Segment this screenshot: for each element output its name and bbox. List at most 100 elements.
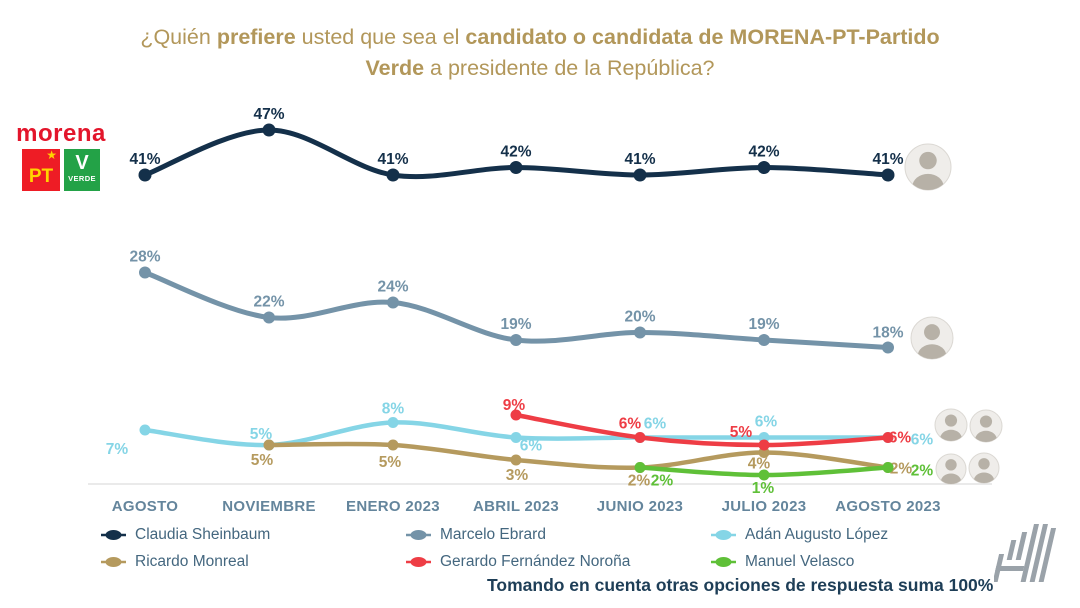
data-label: 5% — [251, 452, 274, 469]
data-point — [510, 334, 522, 346]
footer-note: Tomando en cuenta otras opciones de resp… — [487, 575, 994, 595]
legend-marker-icon — [101, 529, 126, 540]
data-label: 8% — [382, 401, 405, 418]
data-point — [386, 168, 400, 182]
data-label: 47% — [253, 106, 284, 123]
data-label: 6% — [911, 432, 934, 449]
data-label: 18% — [872, 325, 903, 342]
claudia-sheinbaum-photo — [904, 143, 952, 191]
data-point — [510, 432, 522, 443]
pollster-logo — [994, 524, 1057, 582]
party-logos-row: ★ PT V VERDE — [8, 149, 114, 191]
legend-label: Gerardo Fernández Noroña — [440, 552, 631, 570]
legend-marker-icon — [101, 556, 126, 567]
data-label: 42% — [748, 144, 779, 161]
chart-title: ¿Quién prefiere usted que sea el candida… — [130, 22, 950, 84]
x-axis-label: NOVIEMBRE — [222, 498, 316, 515]
series-line — [513, 412, 891, 448]
title-segment: prefiere — [216, 25, 296, 49]
pt-logo: ★ PT — [22, 149, 60, 191]
data-point — [510, 409, 522, 421]
verde-logo-text: VERDE — [68, 174, 96, 183]
title-segment: a presidente de la República? — [424, 56, 715, 81]
legend-label: Manuel Velasco — [745, 552, 855, 570]
data-label: 9% — [503, 397, 526, 414]
data-label: 41% — [377, 151, 408, 168]
data-point — [634, 326, 646, 339]
data-label: 41% — [129, 151, 160, 168]
legend-label: Adán Augusto López — [745, 525, 889, 543]
ricardo-monreal-photo — [935, 453, 967, 485]
data-label: 5% — [379, 454, 402, 471]
morena-pt-verde-logo: morena ★ PT V VERDE — [8, 122, 114, 191]
adan-augusto-lopez-photo — [969, 409, 1003, 443]
data-label: 22% — [253, 294, 284, 311]
x-axis-label: JUNIO 2023 — [597, 498, 683, 515]
data-point — [138, 168, 152, 182]
manuel-velasco-photo — [968, 452, 1000, 484]
legend-item: Ricardo Monreal — [100, 549, 405, 574]
data-label: 6% — [644, 416, 667, 433]
data-label: 28% — [129, 249, 160, 266]
data-label: 2% — [628, 473, 651, 490]
data-point — [882, 462, 894, 473]
data-label: 3% — [506, 467, 529, 484]
x-axis-label: AGOSTO — [112, 498, 179, 515]
data-point — [262, 123, 276, 137]
data-label: 4% — [748, 456, 771, 473]
data-label: 6% — [619, 416, 642, 433]
data-label: 1% — [752, 480, 775, 497]
legend-marker-icon — [406, 556, 431, 567]
data-label: 19% — [748, 316, 779, 333]
data-point — [510, 454, 522, 466]
data-point — [263, 439, 275, 451]
legend-item: Claudia Sheinbaum — [100, 522, 405, 547]
data-point — [509, 161, 523, 174]
data-label: 5% — [730, 424, 753, 441]
series-line — [266, 441, 891, 470]
data-label: 20% — [624, 309, 655, 326]
title-segment: candidato o candidata de MORENA-PT-Parti… — [365, 25, 940, 81]
data-point — [634, 432, 646, 443]
star-icon: ★ — [46, 148, 57, 162]
data-point — [263, 311, 275, 324]
data-label: 2% — [651, 473, 674, 490]
data-point — [387, 439, 399, 451]
data-label: 2% — [911, 463, 934, 480]
title-segment: usted que sea el — [295, 25, 466, 49]
legend-label: Ricardo Monreal — [135, 552, 249, 570]
data-label: 5% — [250, 426, 273, 443]
data-label: 41% — [624, 151, 655, 168]
pt-logo-text: PT — [28, 166, 54, 188]
morena-logo-text: morena — [16, 120, 106, 147]
gerardo-fernandez-norona-photo — [934, 408, 968, 442]
data-label: 6% — [755, 414, 778, 431]
verde-logo: V VERDE — [64, 149, 100, 191]
x-axis-label: JULIO 2023 — [722, 498, 807, 515]
data-label: 41% — [872, 151, 903, 168]
data-label: 42% — [500, 144, 531, 161]
legend-item: Marcelo Ebrard — [405, 522, 710, 547]
data-label: 6% — [520, 438, 543, 455]
verde-emblem-icon: V — [75, 152, 89, 174]
data-point — [633, 168, 647, 182]
data-point — [758, 469, 770, 481]
legend: Claudia Sheinbaum Marcelo Ebrard Adán Augu… — [100, 522, 1020, 574]
data-point — [758, 439, 770, 451]
data-point — [757, 161, 771, 174]
data-point — [758, 334, 770, 346]
data-point — [139, 424, 151, 436]
data-point — [387, 296, 399, 309]
legend-marker-icon — [711, 556, 736, 567]
data-point — [882, 341, 894, 354]
x-axis-label: AGOSTO 2023 — [835, 498, 941, 515]
data-point — [634, 462, 646, 473]
legend-item: Gerardo Fernández Noroña — [405, 549, 710, 574]
legend-label: Claudia Sheinbaum — [135, 525, 271, 543]
marcelo-ebrard-photo — [910, 316, 954, 360]
data-label: 19% — [500, 316, 531, 333]
legend-item: Adán Augusto López — [710, 522, 1020, 547]
data-point — [387, 417, 399, 428]
